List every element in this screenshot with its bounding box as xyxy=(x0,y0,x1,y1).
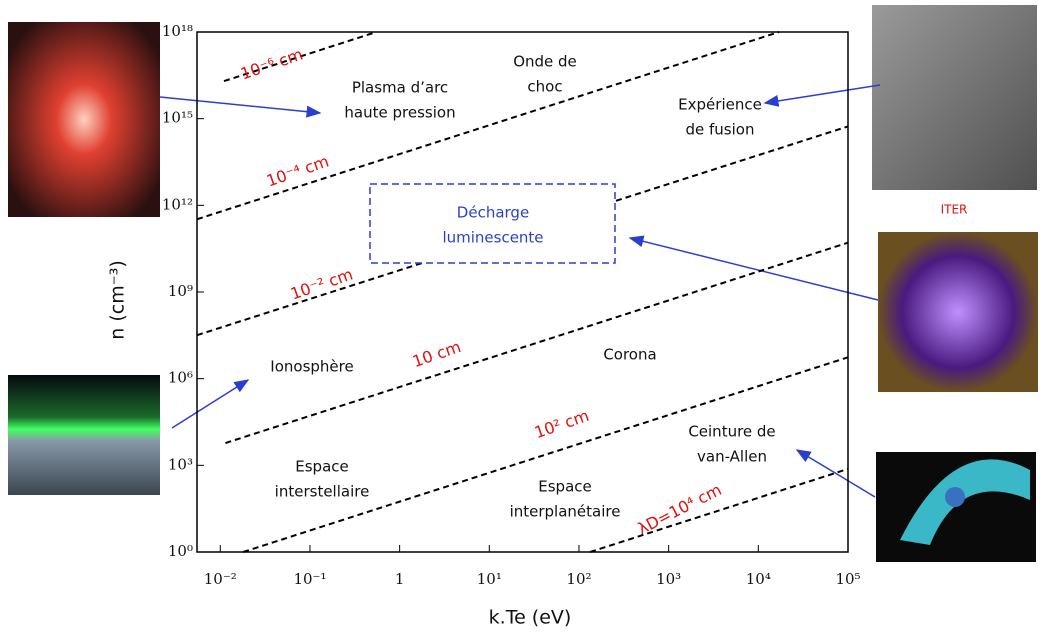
y-axis-label: n (cm⁻³) xyxy=(107,260,129,340)
annotation: de fusion xyxy=(686,121,755,139)
x-tick-label: 10³ xyxy=(656,570,681,588)
annotation: interplanétaire xyxy=(510,503,621,521)
photo-glow xyxy=(878,232,1038,392)
annotation: luminescente xyxy=(442,229,543,247)
line-label: 10⁻² cm xyxy=(288,265,355,304)
photo-arc xyxy=(8,22,160,217)
annotation: Ceinture de xyxy=(688,423,775,441)
y-tick-label: 10¹² xyxy=(162,195,193,213)
arrow xyxy=(795,449,876,498)
belt-shape xyxy=(900,459,1030,545)
debye-line xyxy=(242,356,849,553)
earth xyxy=(945,487,965,507)
line-label: λD=10⁴ cm xyxy=(634,480,724,538)
annotation: interstellaire xyxy=(275,483,370,501)
photo-caption: ITER xyxy=(941,203,968,217)
x-axis-label: k.Te (eV) xyxy=(489,607,572,629)
debye-line xyxy=(223,31,377,83)
y-tick-label: 10¹⁵ xyxy=(162,109,193,127)
y-tick-label: 10³ xyxy=(168,455,193,473)
debye-line xyxy=(589,467,849,553)
x-tick-label: 10⁴ xyxy=(746,570,771,588)
arrows xyxy=(159,84,881,498)
arrow xyxy=(171,379,250,429)
annotation: choc xyxy=(527,78,562,96)
photo-iter xyxy=(872,5,1037,190)
arrow xyxy=(628,235,879,301)
annotation: Espace xyxy=(295,458,348,476)
annotation: Expérience xyxy=(678,96,762,114)
y-tick-label: 10⁹ xyxy=(168,282,193,300)
photo-aurora xyxy=(8,375,160,495)
x-tick-label: 1 xyxy=(395,570,405,588)
x-tick-label: 10⁻² xyxy=(204,570,237,588)
arrow xyxy=(159,96,322,118)
annotation: Plasma d’arc xyxy=(352,79,448,97)
y-tick-label: 10⁰ xyxy=(168,542,193,560)
line-label: 10⁻⁴ cm xyxy=(264,152,331,191)
x-tick-label: 10⁵ xyxy=(835,570,860,588)
annotation: Décharge xyxy=(457,204,529,222)
annotation: Onde de xyxy=(513,53,577,71)
x-tick-label: 10⁻¹ xyxy=(293,570,326,588)
highlight-box xyxy=(369,183,616,264)
arrow xyxy=(763,84,881,107)
photos xyxy=(8,5,1038,562)
debye-line xyxy=(196,31,780,221)
annotation: van-Allen xyxy=(697,448,767,466)
debye-line xyxy=(225,241,849,445)
line-label: 10 cm xyxy=(410,337,463,371)
annotation: Corona xyxy=(603,346,656,364)
annotation: Ionosphère xyxy=(270,358,353,376)
y-tick-label: 10¹⁸ xyxy=(162,22,193,40)
annotation: Espace xyxy=(538,478,591,496)
line-label: 10² cm xyxy=(532,406,591,442)
annotation: haute pression xyxy=(344,104,455,122)
x-tick-label: 10¹ xyxy=(477,570,502,588)
y-tick-label: 10⁶ xyxy=(168,369,193,387)
line-label: 10⁻⁶ cm xyxy=(238,45,305,84)
x-tick-label: 10² xyxy=(566,570,591,588)
